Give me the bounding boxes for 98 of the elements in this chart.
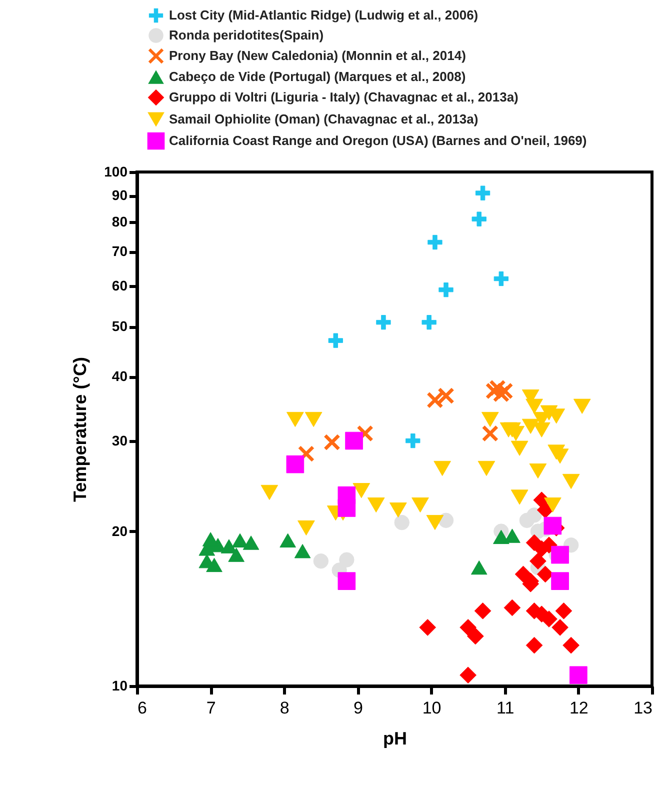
point [394, 514, 410, 530]
point [286, 455, 304, 474]
point [376, 314, 391, 330]
point [338, 572, 356, 590]
x-tick-label: 10 [422, 698, 442, 718]
point [475, 186, 490, 200]
point [467, 628, 484, 645]
point [426, 514, 444, 530]
point [260, 484, 278, 500]
point [419, 619, 436, 636]
point [496, 383, 513, 399]
point [474, 602, 492, 620]
point [438, 282, 454, 298]
point [434, 460, 451, 476]
legend-label: Cabeço de Vide (Portugal) (Marques et al., 2008) [169, 69, 466, 84]
point [328, 333, 343, 348]
point [573, 398, 591, 414]
point [544, 516, 562, 535]
y-tick-label: 20 [112, 522, 128, 539]
point [294, 544, 311, 558]
point [493, 530, 510, 544]
point [367, 497, 385, 513]
point [460, 619, 476, 636]
point [536, 566, 554, 583]
point [242, 536, 260, 550]
x-tick-label: 6 [138, 698, 147, 718]
point [470, 560, 488, 575]
point [536, 502, 554, 518]
point [232, 533, 248, 548]
point [526, 636, 543, 654]
point [562, 636, 580, 654]
x-tick-label: 13 [634, 698, 652, 718]
point [529, 463, 547, 479]
y-tick-label: 10 [112, 678, 128, 694]
point [286, 412, 304, 428]
y-tick-label: 100 [104, 164, 128, 180]
point [345, 432, 363, 450]
point [562, 474, 580, 489]
point [438, 388, 454, 404]
point [504, 599, 521, 616]
legend-label: Gruppo di Voltri (Liguria - Italy) (Chavagnac et al., 2013a) [169, 90, 518, 104]
x-tick-label: 9 [353, 698, 363, 718]
legend-label: California Coast Range and Oregon (USA) (Barnes and O'neil, 1969) [169, 133, 587, 148]
point [570, 666, 588, 684]
point [313, 553, 329, 569]
point [494, 271, 508, 286]
point [551, 546, 569, 564]
point [510, 440, 528, 456]
point [478, 460, 496, 476]
x-tick-label: 11 [496, 698, 514, 718]
y-tick-label: 70 [112, 243, 128, 260]
point [504, 422, 521, 438]
point [526, 508, 542, 523]
point [206, 558, 222, 572]
legend-label: Prony Bay (New Caledonia) (Monnin et al., 2014) [169, 48, 466, 63]
point [530, 552, 546, 570]
point [540, 610, 558, 628]
point [324, 434, 340, 450]
point [481, 412, 499, 428]
point [427, 392, 443, 408]
y-tick-label: 30 [112, 432, 128, 448]
point [504, 528, 520, 543]
x-tick-label: 8 [280, 698, 290, 718]
point [551, 572, 569, 590]
y-tick-label: 90 [112, 187, 128, 204]
x-axis-title: pH [383, 728, 407, 748]
point [220, 539, 238, 554]
point [412, 497, 429, 513]
y-axis-title: Temperature (°C) [70, 357, 90, 502]
point [510, 490, 528, 505]
point [390, 502, 407, 518]
point [339, 552, 354, 568]
point [482, 426, 498, 442]
point [298, 520, 315, 536]
legend-label: Ronda peridotites(Spain) [169, 28, 324, 42]
y-tick-label: 40 [112, 368, 128, 384]
y-tick-label: 60 [112, 278, 128, 294]
point [544, 497, 562, 513]
point [406, 433, 420, 448]
point [304, 412, 322, 428]
point [422, 314, 436, 330]
y-tick-label: 80 [112, 213, 128, 230]
point [555, 602, 572, 620]
point [526, 398, 543, 414]
point [338, 499, 356, 517]
point [522, 418, 540, 434]
point [472, 212, 486, 226]
point [228, 548, 244, 562]
point [552, 619, 568, 636]
point [428, 234, 442, 250]
legend-label: Lost City (Mid-Atlantic Ridge) (Ludwig et al., 2006) [169, 8, 478, 22]
point [460, 666, 476, 684]
x-tick-label: 12 [569, 698, 588, 718]
point [352, 483, 370, 498]
point [280, 533, 296, 548]
x-tick-label: 7 [206, 698, 216, 718]
legend-label: Samail Ophiolite (Oman) (Chavagnac et al., 2013a) [169, 112, 478, 126]
y-tick-label: 50 [112, 318, 128, 334]
